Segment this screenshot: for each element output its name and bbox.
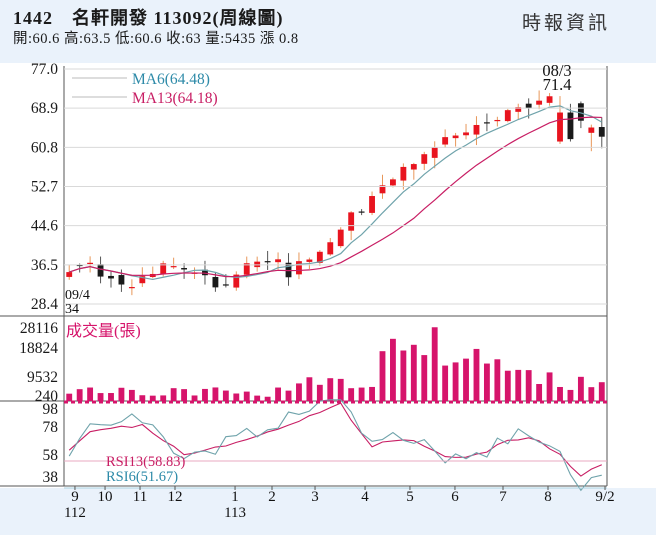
svg-text:3: 3 bbox=[311, 489, 319, 505]
svg-text:34: 34 bbox=[65, 302, 79, 317]
svg-text:28116: 28116 bbox=[20, 320, 58, 337]
svg-text:78: 78 bbox=[43, 419, 59, 436]
svg-text:112: 112 bbox=[64, 505, 86, 521]
svg-text:RSI13(58.83): RSI13(58.83) bbox=[106, 454, 186, 470]
svg-text:28.4: 28.4 bbox=[31, 296, 58, 313]
svg-text:71.4: 71.4 bbox=[543, 75, 572, 94]
svg-text:60.8: 60.8 bbox=[31, 139, 58, 156]
svg-text:10: 10 bbox=[98, 489, 113, 505]
svg-text:MA6(64.48): MA6(64.48) bbox=[132, 71, 210, 88]
svg-text:58: 58 bbox=[43, 447, 59, 464]
svg-text:12: 12 bbox=[168, 489, 183, 505]
svg-text:MA13(64.18): MA13(64.18) bbox=[132, 90, 218, 107]
svg-text:2: 2 bbox=[268, 489, 276, 505]
svg-text:9/2: 9/2 bbox=[595, 489, 614, 505]
svg-text:9: 9 bbox=[71, 489, 79, 505]
svg-text:成交量(張): 成交量(張) bbox=[66, 322, 141, 340]
svg-text:52.7: 52.7 bbox=[31, 179, 58, 196]
svg-text:18824: 18824 bbox=[19, 340, 58, 357]
svg-text:38: 38 bbox=[43, 469, 59, 486]
svg-text:4: 4 bbox=[361, 489, 369, 505]
svg-text:5: 5 bbox=[406, 489, 414, 505]
svg-text:6: 6 bbox=[451, 489, 459, 505]
svg-text:7: 7 bbox=[499, 489, 507, 505]
svg-text:36.5: 36.5 bbox=[31, 257, 58, 274]
svg-text:113: 113 bbox=[224, 505, 246, 521]
svg-text:98: 98 bbox=[43, 401, 59, 418]
svg-text:9532: 9532 bbox=[27, 369, 58, 386]
svg-text:44.6: 44.6 bbox=[31, 218, 58, 235]
svg-text:1: 1 bbox=[231, 489, 239, 505]
svg-text:09/4: 09/4 bbox=[65, 288, 90, 303]
svg-text:68.9: 68.9 bbox=[31, 100, 58, 117]
svg-text:11: 11 bbox=[133, 489, 147, 505]
svg-text:RSI6(51.67): RSI6(51.67) bbox=[106, 469, 178, 485]
svg-text:8: 8 bbox=[544, 489, 552, 505]
svg-text:77.0: 77.0 bbox=[31, 61, 58, 78]
